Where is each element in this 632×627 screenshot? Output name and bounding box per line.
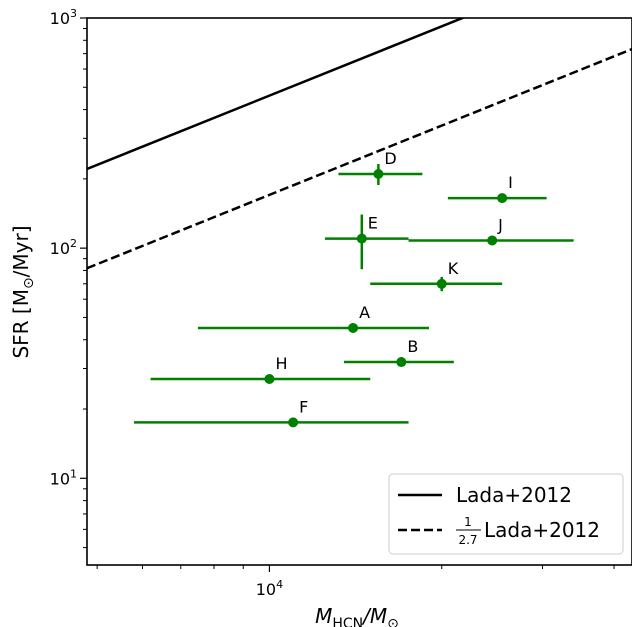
point-marker bbox=[497, 193, 508, 204]
point-marker bbox=[356, 233, 367, 244]
model-lines bbox=[87, 18, 632, 270]
point-e: E bbox=[324, 214, 409, 270]
point-label: B bbox=[407, 337, 418, 356]
point-marker bbox=[436, 278, 447, 289]
legend-box bbox=[388, 473, 624, 555]
point-d: D bbox=[338, 149, 423, 186]
y-axis-label: SFR [M⊙/Myr] bbox=[9, 225, 37, 358]
y-tick-label: 101 bbox=[50, 467, 77, 488]
point-k: K bbox=[370, 259, 503, 292]
x-axis-label: MHCN/M⊙ bbox=[315, 604, 399, 627]
point-a: A bbox=[197, 303, 429, 333]
point-label: E bbox=[368, 214, 378, 233]
legend-dashed-label: Lada+2012 bbox=[484, 518, 600, 542]
legend-solid-label: Lada+2012 bbox=[456, 483, 572, 507]
point-i: I bbox=[447, 173, 547, 204]
point-b: B bbox=[344, 337, 454, 368]
point-label: K bbox=[448, 259, 459, 278]
point-marker bbox=[396, 357, 407, 368]
legend-dashed-frac-den: 2.7 bbox=[458, 533, 477, 547]
legend-dashed-frac-num: 1 bbox=[464, 515, 472, 529]
point-label: I bbox=[508, 173, 513, 192]
point-label: H bbox=[275, 354, 287, 373]
axis-ticks: 104 101 102 103 bbox=[50, 7, 615, 599]
point-f: F bbox=[134, 397, 409, 428]
point-j: J bbox=[408, 215, 574, 246]
point-label: J bbox=[497, 215, 503, 234]
plot-frame bbox=[86, 17, 632, 566]
y-tick-label: 102 bbox=[50, 237, 77, 258]
point-marker bbox=[288, 417, 299, 428]
point-marker bbox=[487, 235, 498, 246]
solid-relation-line bbox=[87, 18, 466, 171]
point-h: H bbox=[150, 354, 371, 385]
point-label: F bbox=[299, 397, 308, 416]
data-points: A B D E F H I J K bbox=[134, 149, 574, 428]
point-marker bbox=[373, 168, 384, 179]
dashed-relation-line bbox=[87, 47, 632, 270]
point-label: A bbox=[359, 303, 370, 322]
y-tick-label: 103 bbox=[50, 7, 77, 28]
x-tick-label: 104 bbox=[256, 578, 283, 599]
point-label: D bbox=[384, 149, 396, 168]
point-marker bbox=[264, 374, 275, 385]
legend: Lada+2012 1 2.7 Lada+2012 bbox=[388, 473, 624, 555]
point-marker bbox=[348, 322, 359, 333]
